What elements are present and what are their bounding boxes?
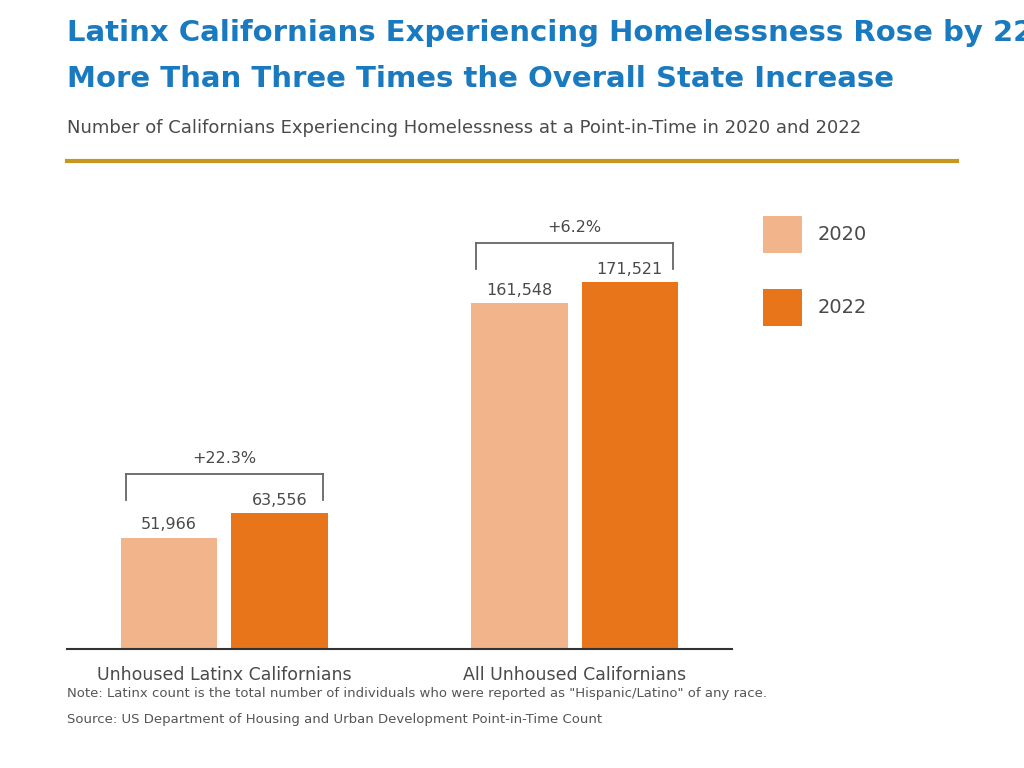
Text: 171,521: 171,521 bbox=[597, 262, 663, 276]
Text: 63,556: 63,556 bbox=[252, 492, 307, 508]
Text: More Than Three Times the Overall State Increase: More Than Three Times the Overall State … bbox=[67, 65, 894, 93]
Text: Note: Latinx count is the total number of individuals who were reported as "Hisp: Note: Latinx count is the total number o… bbox=[67, 687, 767, 700]
Bar bbox=[231, 513, 328, 649]
Text: 161,548: 161,548 bbox=[486, 283, 553, 298]
Bar bbox=[582, 282, 678, 649]
Text: +6.2%: +6.2% bbox=[548, 220, 601, 235]
Text: Source: US Department of Housing and Urban Development Point-in-Time Count: Source: US Department of Housing and Urb… bbox=[67, 713, 602, 726]
Bar bbox=[471, 303, 567, 649]
Text: +22.3%: +22.3% bbox=[193, 451, 256, 466]
Text: 2022: 2022 bbox=[817, 298, 866, 316]
Text: 2020: 2020 bbox=[817, 225, 866, 243]
Text: 51,966: 51,966 bbox=[141, 518, 197, 532]
Bar bbox=[121, 538, 217, 649]
Text: Latinx Californians Experiencing Homelessness Rose by 22% –: Latinx Californians Experiencing Homeles… bbox=[67, 19, 1024, 47]
Text: Number of Californians Experiencing Homelessness at a Point-in-Time in 2020 and : Number of Californians Experiencing Home… bbox=[67, 119, 861, 137]
